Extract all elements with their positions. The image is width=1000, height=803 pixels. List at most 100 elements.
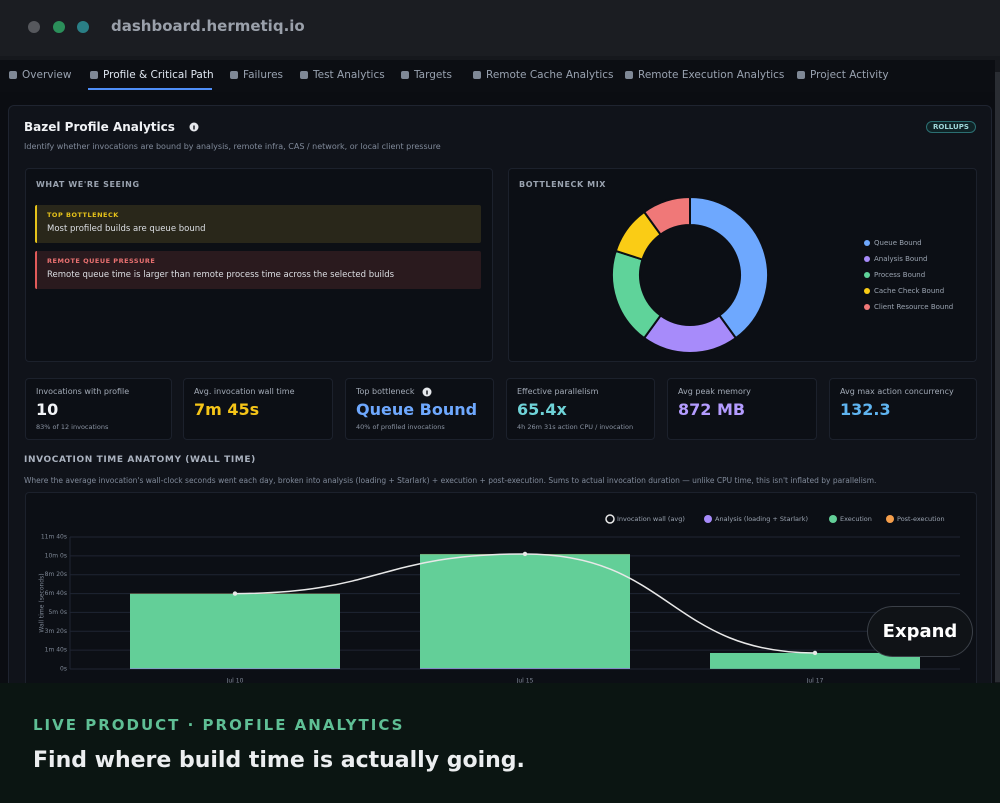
tab-icon xyxy=(797,71,805,79)
stat-card: Invocations with profile 10 83% of 12 invo… xyxy=(25,378,172,440)
tab-icon xyxy=(625,71,633,79)
tab-icon xyxy=(9,71,17,79)
tab-icon xyxy=(401,71,409,79)
url: dashboard.hermetiq.io xyxy=(111,17,305,35)
legend-label: Cache Check Bound xyxy=(874,287,944,295)
bar xyxy=(420,668,630,669)
stat-note: 83% of 12 invocations xyxy=(36,423,109,431)
stat-card: Effective parallelism 65.4x 4h 26m 31s act… xyxy=(506,378,655,440)
legend-swatch xyxy=(864,304,870,310)
stat-card: Top bottleneck Queue Bound 40% of profiled… xyxy=(345,378,494,440)
legend-label: Process Bound xyxy=(874,271,925,279)
tab[interactable]: Profile & Critical Path xyxy=(90,69,214,81)
stat-value: 65.4x xyxy=(517,400,567,419)
alert-text: Remote queue time is larger than remote … xyxy=(47,270,395,280)
tab-icon xyxy=(230,71,238,79)
stat-label: Top bottleneck xyxy=(356,387,415,396)
legend-swatch xyxy=(864,256,870,262)
expand-button[interactable]: Expand xyxy=(867,606,973,657)
tab-label: Project Activity xyxy=(810,69,889,81)
alert-text: Most profiled builds are queue bound xyxy=(47,224,206,234)
tab-label: Remote Cache Analytics xyxy=(486,69,614,81)
y-axis-label: Wall time (seconds) xyxy=(39,573,46,632)
tab-label: Overview xyxy=(22,69,72,81)
legend-label: Client Resource Bound xyxy=(874,303,953,311)
donut-slice xyxy=(689,195,769,340)
card-title: WHAT WE'RE SEEING xyxy=(36,180,140,189)
panel-subtitle: Identify whether invocations are bound b… xyxy=(24,142,441,151)
bar xyxy=(420,554,630,669)
stat-label: Effective parallelism xyxy=(517,387,599,396)
window-dot[interactable] xyxy=(53,21,65,33)
y-tick-label: 11m 40s xyxy=(41,534,67,541)
window-dot[interactable] xyxy=(28,21,40,33)
legend-label: Analysis (loading + Starlark) xyxy=(715,515,808,523)
caption-overlay xyxy=(0,683,1000,803)
stat-value: 872 MB xyxy=(678,400,746,419)
stat-value: 7m 45s xyxy=(194,400,260,419)
tab[interactable]: Remote Execution Analytics xyxy=(625,69,784,81)
y-tick-label: 0s xyxy=(60,666,67,673)
stat-value: 132.3 xyxy=(840,400,891,419)
tab[interactable]: Project Activity xyxy=(797,69,889,81)
y-tick-label: 10m 0s xyxy=(45,552,67,559)
stat-note: 4h 26m 31s action CPU / invocation xyxy=(517,423,634,431)
legend-swatch xyxy=(864,272,870,278)
tab-label: Profile & Critical Path xyxy=(103,69,214,81)
info-icon-glyph xyxy=(193,125,195,130)
tab-icon xyxy=(90,71,98,79)
stat-value: Queue Bound xyxy=(356,400,478,419)
stat-label: Avg. invocation wall time xyxy=(194,387,295,396)
tab[interactable]: Test Analytics xyxy=(300,69,385,81)
stat-label: Avg max action concurrency xyxy=(840,387,954,396)
legend-label: Queue Bound xyxy=(874,239,922,247)
stat-value: 10 xyxy=(36,400,59,419)
legend-swatch xyxy=(704,515,712,523)
legend-swatch xyxy=(605,514,615,524)
bar xyxy=(130,593,340,669)
window-dot[interactable] xyxy=(77,21,89,33)
y-tick-label: 8m 20s xyxy=(45,571,67,578)
y-tick-label: 5m 0s xyxy=(48,609,67,616)
stat-card: Avg. invocation wall time 7m 45s xyxy=(183,378,333,440)
legend-label: Invocation wall (avg) xyxy=(617,515,685,523)
card-title: BOTTLENECK MIX xyxy=(519,180,607,189)
tab-label: Remote Execution Analytics xyxy=(638,69,785,81)
tab[interactable]: Remote Cache Analytics xyxy=(473,69,614,81)
alert: REMOTE QUEUE PRESSURE Remote queue time … xyxy=(35,251,481,289)
bar xyxy=(130,668,340,669)
y-tick-label: 3m 20s xyxy=(45,628,67,635)
browser-bar xyxy=(0,0,1000,56)
x-tick-label: Jul 17 xyxy=(806,678,824,685)
panel-title: Bazel Profile Analytics xyxy=(24,120,175,134)
alert: TOP BOTTLENECK Most profiled builds are … xyxy=(35,205,481,243)
x-tick-label: Jul 10 xyxy=(226,678,244,685)
alert-label: REMOTE QUEUE PRESSURE xyxy=(47,257,156,265)
donut-slice xyxy=(642,314,738,354)
legend-label: Analysis Bound xyxy=(874,255,927,263)
active-tab-underline xyxy=(88,88,212,90)
tab[interactable]: Failures xyxy=(230,69,283,81)
tab[interactable]: Overview xyxy=(9,69,71,81)
tab-label: Test Analytics xyxy=(313,69,385,81)
tab-icon xyxy=(300,71,308,79)
tab-label: Targets xyxy=(414,69,452,81)
alert-label: TOP BOTTLENECK xyxy=(47,211,119,219)
badge[interactable]: ROLLUPS xyxy=(926,121,976,133)
section-title: INVOCATION TIME ANATOMY (WALL TIME) xyxy=(24,455,256,465)
stat-card: Avg peak memory 872 MB xyxy=(667,378,817,440)
donut-slice xyxy=(611,249,663,340)
y-tick-label: 1m 40s xyxy=(45,647,67,654)
tab-icon xyxy=(473,71,481,79)
line-point xyxy=(232,591,238,596)
tab-label: Failures xyxy=(243,69,284,81)
line-point xyxy=(522,551,528,557)
section-subtitle: Where the average invocation's wall-cloc… xyxy=(24,476,877,485)
bar xyxy=(710,652,920,669)
legend-label: Post-execution xyxy=(897,515,945,523)
scrollbar[interactable] xyxy=(995,72,1000,682)
tab[interactable]: Targets xyxy=(401,69,452,81)
stat-note: 40% of profiled invocations xyxy=(356,423,445,431)
